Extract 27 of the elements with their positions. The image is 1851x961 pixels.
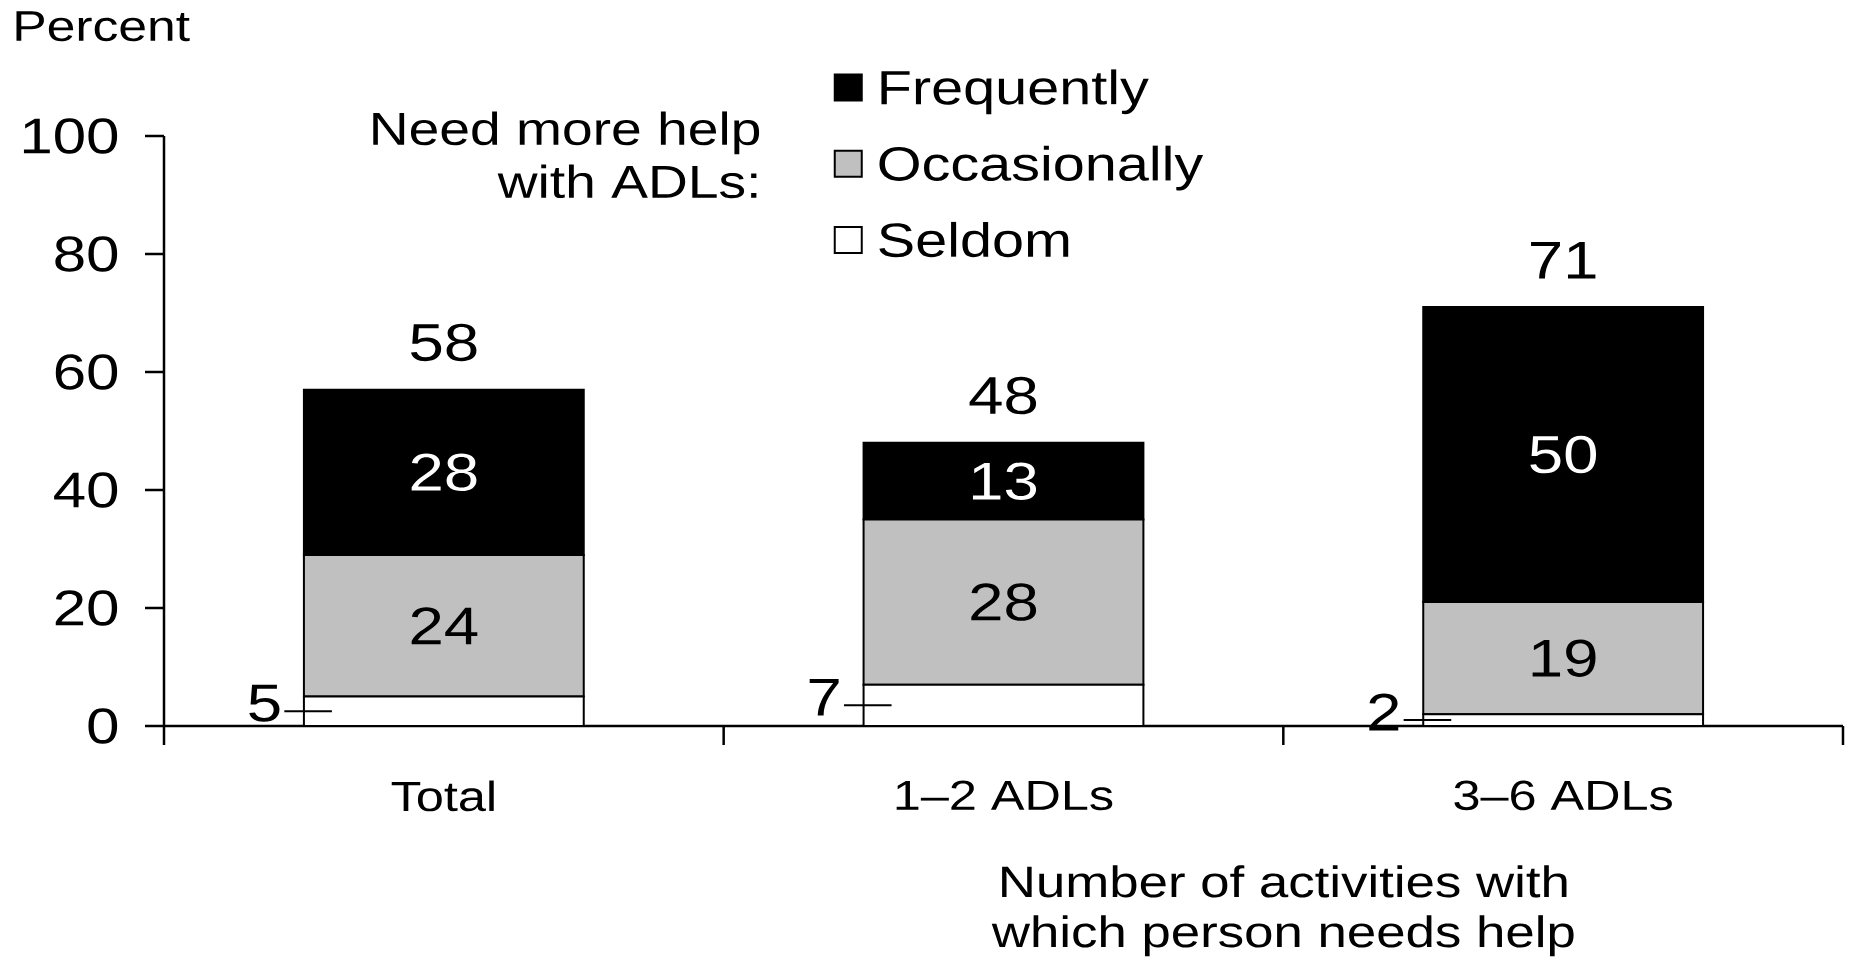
data-label: 24 bbox=[411, 607, 478, 645]
y-tick-label: 20 bbox=[55, 590, 118, 626]
y-tick-label: 100 bbox=[23, 118, 118, 154]
y-axis-title: Percent bbox=[16, 11, 190, 42]
legend-label: Occasionally bbox=[879, 145, 1204, 191]
y-tick-label: 40 bbox=[54, 472, 118, 508]
total-label: 48 bbox=[969, 376, 1037, 415]
data-label: 28 bbox=[971, 583, 1037, 621]
data-label: 19 bbox=[1532, 639, 1596, 677]
x-tick-label: 3–6 ADLs bbox=[1454, 780, 1672, 811]
y-tick-label: 60 bbox=[55, 354, 118, 390]
legend-label: Seldom bbox=[879, 221, 1069, 258]
x-axis-title: Number of activities with which person needs help bbox=[991, 865, 1574, 957]
total-label: 58 bbox=[411, 323, 477, 362]
data-label: 28 bbox=[411, 453, 477, 492]
x-tick-label: 1–2 ADLs bbox=[896, 780, 1113, 811]
y-tick-label: 0 bbox=[88, 708, 118, 744]
data-label: 13 bbox=[972, 462, 1037, 500]
data-label: 5 bbox=[249, 684, 280, 722]
data-label: 50 bbox=[1530, 435, 1597, 474]
legend-label: Frequently bbox=[881, 69, 1149, 115]
x-tick-label: Total bbox=[391, 780, 494, 812]
total-label: 71 bbox=[1531, 242, 1596, 279]
legend-title: Need more help with ADLs: bbox=[373, 111, 760, 199]
y-tick-label: 80 bbox=[55, 236, 118, 272]
data-label: 2 bbox=[1369, 693, 1399, 731]
data-label: 7 bbox=[809, 679, 839, 716]
